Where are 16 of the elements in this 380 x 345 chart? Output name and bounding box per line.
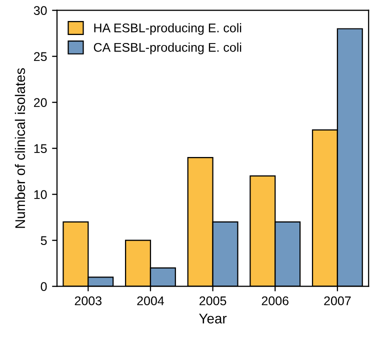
y-tick-label: 10 <box>34 190 47 199</box>
x-tick-label: 2006 <box>262 296 288 306</box>
x-tick-label: 2007 <box>324 296 351 306</box>
y-tick-label: 25 <box>34 52 47 61</box>
x-tick-label: 2003 <box>74 296 102 306</box>
x-tick-label: 2004 <box>137 296 164 306</box>
y-tick-label: 20 <box>34 98 47 107</box>
y-axis-title: Number of clinical isolates <box>14 68 26 228</box>
legend-label: HA ESBL-producing E. coli <box>94 23 242 35</box>
x-axis-title: Year <box>199 314 227 324</box>
y-tick-label: 30 <box>34 6 47 15</box>
y-tick-label: 15 <box>34 144 47 153</box>
y-tick-label: 0 <box>40 282 47 291</box>
y-tick-label: 5 <box>40 236 47 245</box>
x-tick-label: 2005 <box>200 296 226 306</box>
legend-label: CA ESBL-producing E. coli <box>94 42 242 54</box>
